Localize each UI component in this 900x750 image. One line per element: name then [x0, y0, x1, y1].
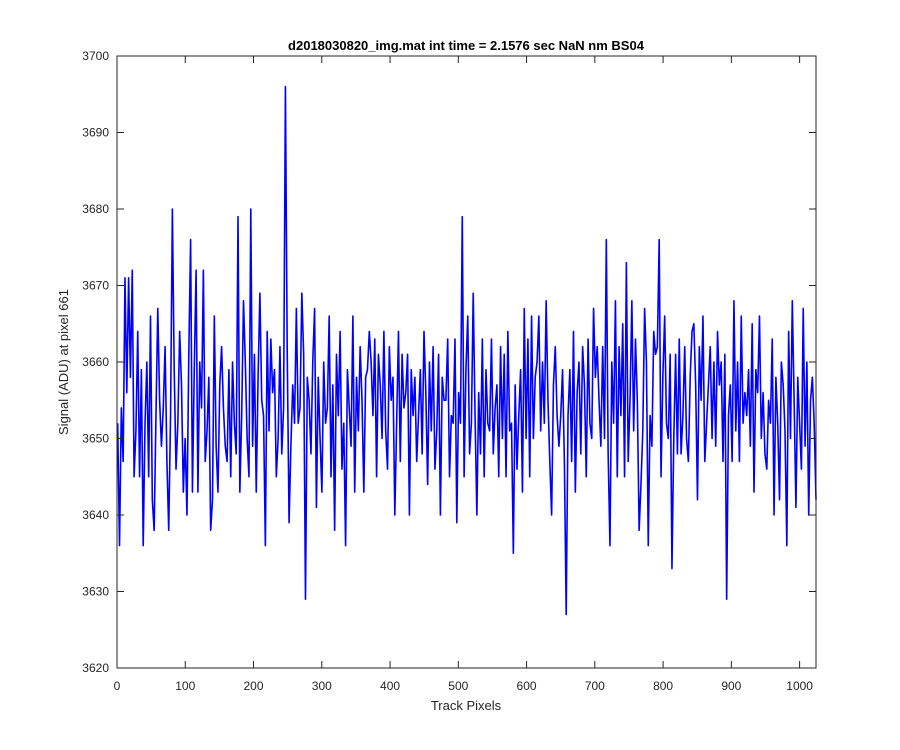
- y-tick-label: 3700: [82, 49, 109, 63]
- x-tick-label: 600: [517, 679, 537, 693]
- y-tick-label: 3620: [82, 661, 109, 675]
- x-axis-label: Track Pixels: [431, 698, 502, 713]
- x-tick-label: 800: [653, 679, 673, 693]
- x-tick-label: 700: [585, 679, 605, 693]
- x-tick-label: 900: [721, 679, 741, 693]
- y-tick-label: 3680: [82, 202, 109, 216]
- y-tick-label: 3650: [82, 432, 109, 446]
- y-axis-label: Signal (ADU) at pixel 661: [56, 289, 71, 435]
- data-layer: [116, 85, 817, 616]
- x-tick-label: 1000: [786, 679, 813, 693]
- y-axis-ticks: 3620 3630 3640 3650 3660 3670 3680 3690 3700: [82, 49, 816, 675]
- x-axis-ticks: 0 100 200 300 400 500 600 700 800 900 1000: [114, 56, 813, 693]
- x-tick-label: 300: [312, 679, 332, 693]
- y-tick-label: 3670: [82, 279, 109, 293]
- y-tick-label: 3660: [82, 355, 109, 369]
- x-tick-label: 400: [380, 679, 400, 693]
- x-tick-label: 500: [448, 679, 468, 693]
- y-tick-label: 3690: [82, 126, 109, 140]
- y-tick-label: 3640: [82, 508, 109, 522]
- x-tick-label: 100: [175, 679, 195, 693]
- series-line-0: [116, 85, 817, 616]
- x-tick-label: 0: [114, 679, 121, 693]
- y-tick-label: 3630: [82, 585, 109, 599]
- chart-title: d2018030820_img.mat int time = 2.1576 se…: [288, 38, 645, 53]
- x-tick-label: 200: [244, 679, 264, 693]
